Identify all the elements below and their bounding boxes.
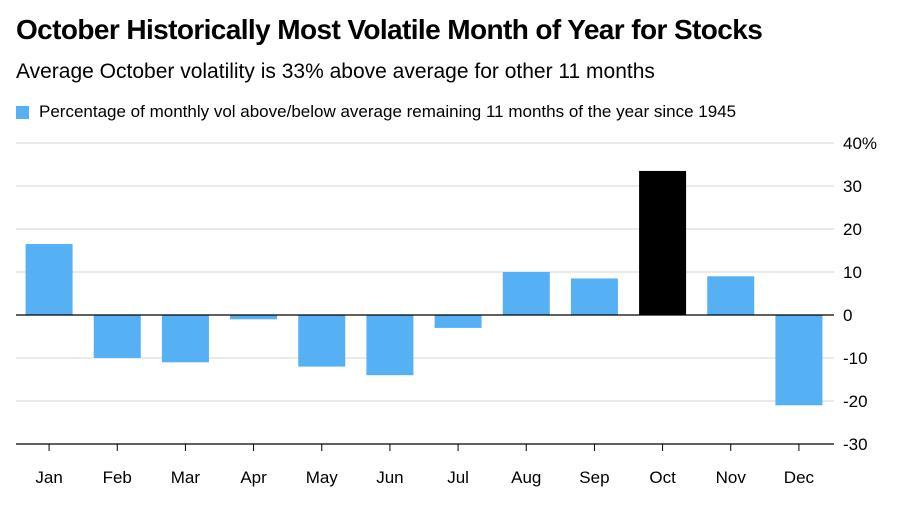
y-tick-label: 20 bbox=[843, 220, 862, 239]
x-tick-label: May bbox=[306, 468, 339, 487]
legend-label: Percentage of monthly vol above/below av… bbox=[39, 102, 737, 121]
chart-subtitle: Average October volatility is 33% above … bbox=[16, 60, 655, 83]
bar-feb bbox=[93, 315, 141, 358]
x-tick-label: Apr bbox=[240, 468, 267, 487]
x-tick-label: Oct bbox=[649, 468, 676, 487]
axes: 40% 30 20 10 0 -10 -20 -30 Jan Feb Mar Apr May Jun Jul… bbox=[16, 134, 877, 487]
x-tick-label: Nov bbox=[716, 468, 747, 487]
x-tick-label: Sep bbox=[579, 468, 609, 487]
y-tick-label: 0 bbox=[843, 306, 852, 325]
bar-sep bbox=[570, 278, 618, 315]
bar-oct bbox=[639, 170, 687, 315]
x-tick-label: Aug bbox=[511, 468, 541, 487]
gridlines bbox=[16, 142, 834, 445]
x-tick-label: Mar bbox=[171, 468, 201, 487]
y-tick-label: -30 bbox=[843, 435, 868, 454]
chart-legend: Percentage of monthly vol above/below av… bbox=[16, 102, 736, 122]
bar-apr bbox=[230, 315, 278, 320]
bar-mar bbox=[161, 315, 209, 363]
y-tick-label: 10 bbox=[843, 263, 862, 282]
bar-jan bbox=[25, 244, 73, 315]
legend-swatch bbox=[16, 105, 29, 119]
x-tick-label: Jun bbox=[376, 468, 403, 487]
x-tick-label: Jan bbox=[35, 468, 62, 487]
y-tick-label: -20 bbox=[843, 392, 868, 411]
x-tick-label: Jul bbox=[447, 468, 469, 487]
x-tick-label: Dec bbox=[784, 468, 815, 487]
bar-may bbox=[298, 315, 346, 367]
bar-jul bbox=[434, 315, 482, 328]
bar-nov bbox=[707, 276, 755, 315]
y-tick-label: -10 bbox=[843, 349, 868, 368]
bars bbox=[25, 170, 823, 406]
bar-jun bbox=[366, 315, 414, 376]
y-tick-label: 30 bbox=[843, 177, 862, 196]
bar-dec bbox=[775, 315, 823, 406]
y-tick-label: 40% bbox=[843, 134, 877, 153]
x-tick-label: Feb bbox=[103, 468, 132, 487]
chart-title: October Historically Most Volatile Month… bbox=[16, 14, 763, 45]
bar-aug bbox=[502, 272, 550, 315]
